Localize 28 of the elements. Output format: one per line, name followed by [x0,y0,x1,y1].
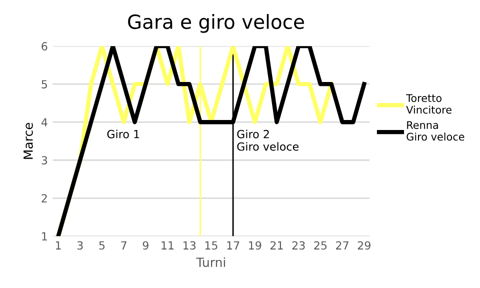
chart-title: Gara e giro veloce [128,14,304,33]
legend-label: Renna Giro veloce [406,121,464,141]
y-tick-label: 3 [42,156,48,165]
x-tick-label: 1 [56,241,61,250]
x-tick-label: 19 [249,241,262,250]
y-tick-label: 1 [42,232,47,240]
legend-label: Toretto Vincitore [406,94,452,114]
x-tick-label: 13 [184,241,196,250]
x-tick-label: 21 [270,241,283,250]
x-tick-label: 23 [292,241,305,250]
y-tick-label: 5 [42,80,47,88]
y-axis-title: Marce [24,122,33,159]
annotation: Giro 1 [107,130,140,138]
x-tick-label: 11 [162,241,174,250]
x-tick-label: 5 [99,241,105,250]
x-tick-label: 3 [77,241,83,250]
x-tick-label: 17 [227,241,240,250]
y-tick-label: 2 [42,194,47,202]
y-tick-label: 4 [41,118,48,126]
x-tick-label: 27 [336,241,348,250]
x-tick-label: 7 [121,241,126,250]
x-tick-label: 29 [358,241,370,250]
x-axis-title: Turni [196,257,226,268]
x-tick-label: 15 [205,241,218,250]
annotation: Giro 2 Giro veloce [237,130,299,151]
x-tick-label: 25 [314,241,327,250]
y-tick-label: 6 [42,42,48,50]
x-tick-label: 9 [142,241,148,250]
